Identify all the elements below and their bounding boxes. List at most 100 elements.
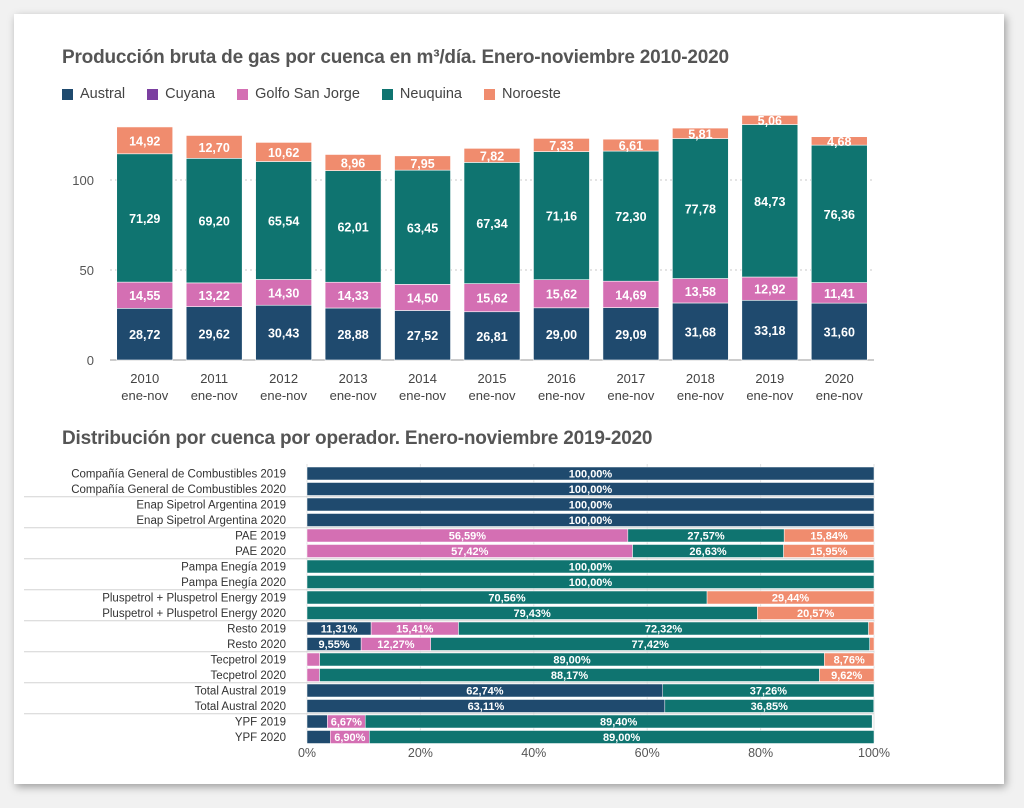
x-tick-label: ene-nov xyxy=(677,388,724,403)
hbar-segment-golfo-san-jorge xyxy=(306,652,320,667)
bar-value-label: 12,92 xyxy=(754,283,785,297)
hbar-value-label: 9,55% xyxy=(318,639,349,651)
y-tick-label: 0 xyxy=(87,353,94,368)
hbar-segment-neuquina xyxy=(364,714,873,729)
bar-segment-austral xyxy=(463,311,521,361)
row-label: YPF 2019 xyxy=(235,717,286,729)
bar-value-label: 15,62 xyxy=(476,292,507,306)
bar-segment-neuquina xyxy=(116,153,174,283)
hbar-segment-austral xyxy=(306,482,875,496)
bar-segment-noroeste xyxy=(602,138,660,152)
hbar-segment-golfo-san-jorge xyxy=(306,668,320,682)
hbar-segment-noroeste xyxy=(824,652,875,667)
hbar-segment-neuquina xyxy=(369,730,875,744)
row-label: Total Austral 2020 xyxy=(195,701,286,713)
legend-label: Neuquina xyxy=(399,86,462,102)
hbar-value-label: 88,17% xyxy=(551,670,589,682)
bar-segment-neuquina xyxy=(533,151,590,280)
hbar-segment-neuquina xyxy=(306,559,875,574)
bar-value-label: 7,95 xyxy=(410,157,434,171)
row-label: PAE 2020 xyxy=(235,546,286,558)
bar-segment-austral xyxy=(116,308,174,361)
legend-item-noroeste: Noroeste xyxy=(484,86,561,102)
bar-segment-neuquina xyxy=(185,158,243,284)
bar-segment-neuquina xyxy=(810,144,868,283)
row-label: Pampa Enegía 2019 xyxy=(181,562,286,574)
hbar-value-label: 100,00% xyxy=(569,515,613,527)
legend-item-austral: Austral xyxy=(62,86,125,102)
bar-value-label: 27,52 xyxy=(407,329,438,343)
x-tick-label: 80% xyxy=(748,746,773,760)
x-tick-label: 2018 xyxy=(686,371,715,386)
bar-segment-neuquina xyxy=(324,170,382,283)
bar-segment-golfo-san-jorge xyxy=(255,279,312,306)
bar-segment-golfo-san-jorge xyxy=(116,281,174,309)
bar-segment-austral xyxy=(672,302,729,361)
hbar-segment-austral xyxy=(306,730,331,744)
x-tick-label: 2011 xyxy=(200,371,228,386)
bar-value-label: 8,96 xyxy=(341,157,365,171)
bar-value-label: 31,68 xyxy=(685,325,716,339)
bar-value-label: 76,36 xyxy=(824,208,855,222)
figure-card: Producción bruta de gas por cuenca en m³… xyxy=(14,14,1004,784)
bar-segment-noroeste xyxy=(463,148,521,163)
hbar-value-label: 9,62% xyxy=(831,670,862,682)
bar-segment-noroeste xyxy=(533,138,590,152)
hbar-value-label: 63,11% xyxy=(468,701,505,713)
hbar-value-label: 89,40% xyxy=(600,717,638,729)
bar-segment-neuquina xyxy=(602,150,660,282)
row-label: Pluspetrol + Pluspetrol Energy 2020 xyxy=(102,608,286,620)
legend-label: Austral xyxy=(80,86,126,102)
distribution-chart: 0% 20% 40% 60% 80% 100% Compañía General de Co… xyxy=(24,464,890,760)
hbar-value-label: 72,32% xyxy=(645,624,683,636)
bar-value-label: 28,88 xyxy=(337,328,368,342)
bar-value-label: 72,30 xyxy=(615,210,646,224)
bar-value-label: 29,62 xyxy=(199,327,230,341)
bar-value-label: 26,81 xyxy=(476,330,507,344)
bar-value-label: 31,60 xyxy=(824,326,855,340)
x-tick-label: 2013 xyxy=(339,371,368,386)
hbar-value-label: 8,76% xyxy=(834,655,865,667)
hbar-value-label: 12,27% xyxy=(377,639,415,651)
x-tick-label: ene-nov xyxy=(121,388,168,403)
bar-segment-noroeste xyxy=(116,126,174,155)
bar-value-label: 10,62 xyxy=(268,146,299,160)
x-tick-label: 2012 xyxy=(269,371,298,386)
bar-value-label: 77,78 xyxy=(685,203,716,217)
bar-value-label: 84,73 xyxy=(754,195,785,209)
hbar-value-label: 100,00% xyxy=(569,469,613,481)
x-tick-label: 40% xyxy=(521,746,546,760)
hbar-value-label: 100,00% xyxy=(569,484,613,496)
bar-value-label: 4,68 xyxy=(827,135,851,149)
row-label: Compañía General de Combustibles 2020 xyxy=(71,484,286,496)
legend-label: Cuyana xyxy=(165,86,216,102)
bar-value-label: 7,82 xyxy=(480,149,504,163)
bar-segment-noroeste xyxy=(810,136,868,146)
x-tick-label: ene-nov xyxy=(260,388,307,403)
row-label: Enap Sipetrol Argentina 2020 xyxy=(136,515,286,527)
chart-title-distribution: Distribución por cuenca por operador. En… xyxy=(62,428,653,449)
hbar-segment-austral xyxy=(306,714,328,729)
bar-segment-golfo-san-jorge xyxy=(533,279,590,309)
legend-swatch xyxy=(62,88,73,100)
x-tick-label: ene-nov xyxy=(399,388,446,403)
x-tick-label: ene-nov xyxy=(469,388,516,403)
row-label: Tecpetrol 2020 xyxy=(211,670,286,682)
hbar-value-label: 27,57% xyxy=(687,531,725,543)
hbar-value-label: 89,00% xyxy=(553,655,591,667)
hbar-segment-noroeste xyxy=(757,606,875,620)
hbar-value-label: 62,74% xyxy=(466,686,504,698)
bar-value-label: 65,54 xyxy=(268,215,299,229)
y-tick-label: 50 xyxy=(80,263,94,278)
bar-segment-austral xyxy=(741,299,799,361)
bar-value-label: 14,30 xyxy=(268,286,299,300)
hbar-value-label: 6,67% xyxy=(331,717,362,729)
hbar-segment-austral xyxy=(306,466,875,481)
hbar-value-label: 100,00% xyxy=(569,500,613,512)
hbar-segment-neuquina xyxy=(306,575,875,589)
x-tick-label: 2019 xyxy=(755,371,784,386)
bar-segment-neuquina xyxy=(463,162,521,284)
bar-segment-golfo-san-jorge xyxy=(602,280,660,308)
bar-value-label: 29,09 xyxy=(615,328,646,342)
bar-value-label: 71,16 xyxy=(546,210,577,224)
